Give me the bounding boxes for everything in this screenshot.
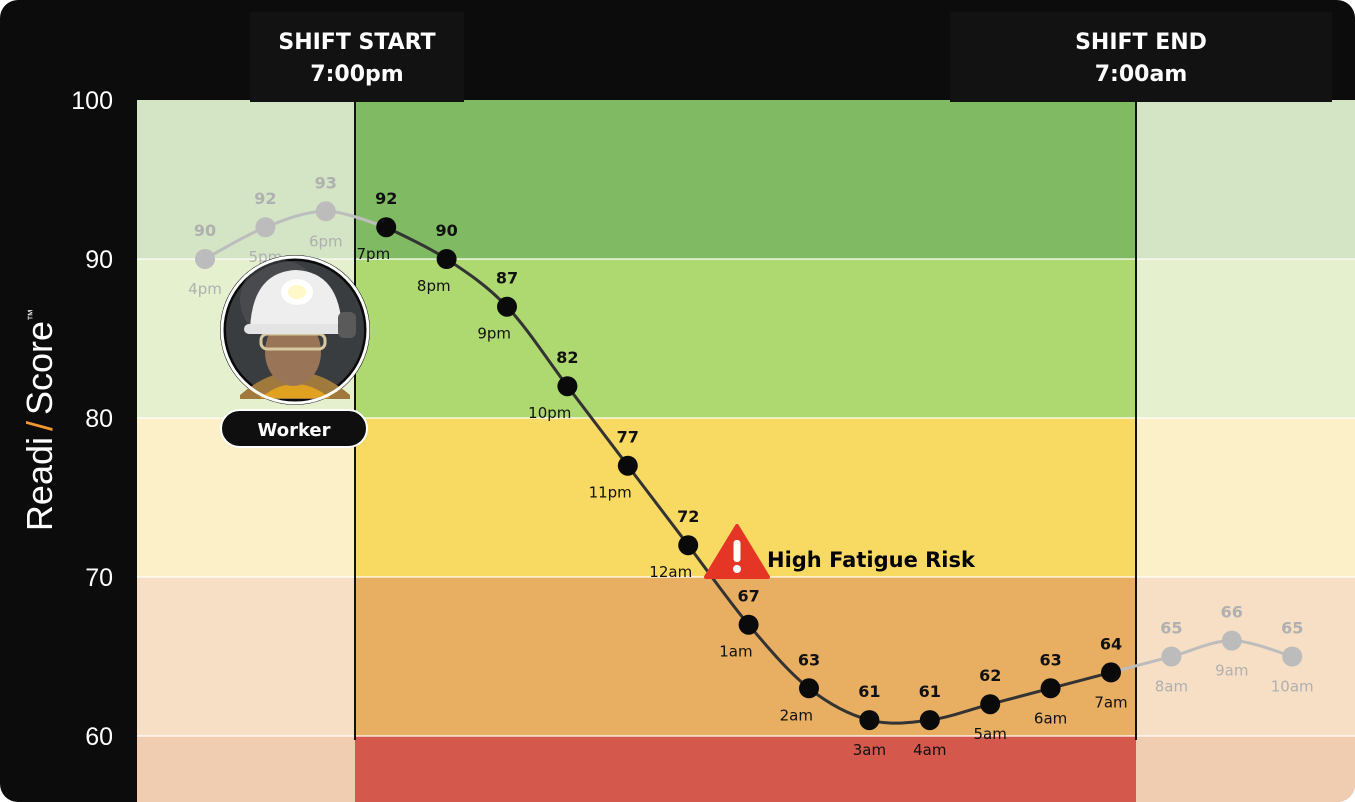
zone-shift-1 (355, 259, 1136, 418)
time-label-12am: 12am (649, 563, 692, 581)
y-tick-label: 60 (85, 723, 113, 751)
time-label-10pm: 10pm (528, 404, 571, 422)
shift-end-time: 7:00am (1095, 62, 1188, 87)
point-7am (1101, 662, 1121, 683)
point-10pm (557, 376, 578, 397)
time-label-10am: 10am (1271, 678, 1314, 696)
y-axis-title: Readi / Score™ (19, 309, 60, 531)
value-label-5am: 62 (979, 666, 1001, 685)
point-5pm (255, 217, 276, 238)
value-label-8pm: 90 (435, 221, 457, 240)
time-label-3am: 3am (853, 741, 886, 759)
zone-faded-right-0 (1136, 100, 1355, 259)
value-label-4pm: 90 (194, 221, 216, 240)
point-1am (738, 614, 759, 635)
point-10am (1282, 646, 1303, 667)
point-6pm (315, 201, 336, 222)
time-label-1am: 1am (719, 643, 752, 661)
value-label-9pm: 87 (496, 269, 518, 288)
y-axis-title-readi: Readi (19, 437, 60, 531)
zone-faded-left-0 (137, 100, 355, 259)
time-label-8am: 8am (1155, 678, 1188, 696)
worker-marker: Worker (220, 255, 370, 448)
point-2am (799, 678, 819, 699)
value-label-2am: 63 (798, 650, 820, 669)
y-tick-label: 90 (85, 246, 113, 274)
point-3am (859, 710, 880, 731)
zone-shift-0 (355, 100, 1136, 259)
point-6am (1040, 678, 1061, 699)
value-label-4am: 61 (919, 682, 941, 701)
time-label-9pm: 9pm (477, 325, 511, 343)
trademark-mark: ™ (25, 309, 39, 321)
time-label-5am: 5am (974, 725, 1007, 743)
zone-faded-right-4 (1136, 736, 1355, 802)
value-label-10am: 65 (1281, 619, 1303, 638)
value-label-8am: 65 (1160, 619, 1182, 638)
shift-end-header-bg (950, 12, 1332, 102)
y-tick-label: 70 (85, 564, 113, 592)
time-label-4pm: 4pm (188, 280, 222, 298)
point-8pm (436, 249, 457, 269)
pre-shift-line (204, 209, 387, 261)
value-label-3am: 61 (858, 682, 880, 701)
time-label-6am: 6am (1034, 709, 1067, 727)
time-label-4am: 4am (913, 741, 946, 759)
shift-start-time: 7:00pm (310, 62, 403, 87)
value-label-12am: 72 (677, 507, 699, 526)
point-9pm (497, 296, 517, 317)
value-label-1am: 67 (737, 587, 759, 606)
y-axis-title-slash: / (19, 421, 60, 431)
y-axis-title-score: Score (19, 321, 60, 415)
value-label-7am: 64 (1100, 634, 1122, 653)
high-fatigue-annotation: High Fatigue Risk (704, 524, 976, 579)
point-8am (1161, 646, 1182, 667)
value-label-11pm: 77 (617, 428, 639, 447)
time-label-11pm: 11pm (589, 484, 632, 502)
point-9am (1221, 630, 1242, 651)
time-label-6pm: 6pm (309, 232, 343, 250)
y-axis: 100 90 80 70 60 (71, 87, 113, 751)
value-label-9am: 66 (1221, 603, 1243, 622)
time-label-7am: 7am (1094, 693, 1127, 711)
worker-label-pill (220, 409, 368, 448)
value-label-6pm: 93 (315, 173, 337, 192)
value-label-5pm: 92 (254, 189, 276, 208)
worker-avatar-icon (220, 255, 370, 405)
post-shift-line (1110, 639, 1293, 674)
point-4am (919, 710, 940, 731)
shift-start-header-bg (250, 12, 464, 102)
time-label-7pm: 7pm (357, 245, 391, 263)
time-label-2am: 2am (780, 706, 813, 724)
value-label-6am: 63 (1039, 650, 1061, 669)
point-11pm (617, 455, 638, 476)
zone-faded-left-4 (137, 736, 355, 802)
value-label-10pm: 82 (556, 348, 578, 367)
zone-faded-right-1 (1136, 259, 1355, 418)
time-label-9am: 9am (1215, 662, 1248, 680)
shift-end-label: SHIFT END (1075, 30, 1207, 55)
high-fatigue-risk-label: High Fatigue Risk (767, 548, 976, 572)
shift-headers: SHIFT START 7:00pm SHIFT END 7:00am (250, 12, 1332, 102)
zone-shift-4 (355, 736, 1136, 802)
y-tick-label: 80 (85, 405, 113, 433)
worker-label: Worker (257, 420, 330, 441)
point-4pm (195, 249, 215, 269)
svg-text:Readi/Score™: Readi / Score™ (19, 309, 60, 531)
zone-faded-right-2 (1136, 418, 1355, 577)
point-7pm (376, 217, 397, 238)
time-label-8pm: 8pm (417, 277, 451, 295)
point-5am (980, 694, 1001, 715)
value-label-7pm: 92 (375, 189, 397, 208)
shift-start-label: SHIFT START (278, 30, 435, 55)
y-tick-label: 100 (71, 87, 113, 115)
point-12am (678, 535, 699, 556)
warning-triangle-icon (704, 524, 770, 579)
